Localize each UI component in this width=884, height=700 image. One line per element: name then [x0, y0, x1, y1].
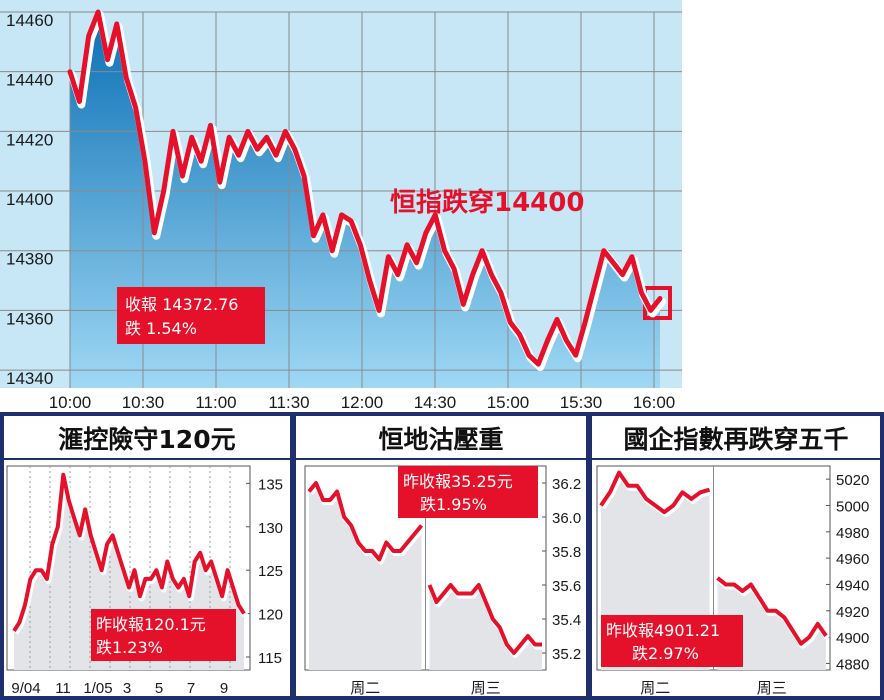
main-y-tick-label: 14440	[6, 71, 53, 90]
panel2-series-line	[427, 583, 542, 655]
main-x-axis-band	[0, 388, 682, 412]
panel-hsbc-y-tick-label: 115	[258, 650, 282, 667]
panel3-y-tick-label: 4940	[836, 577, 869, 594]
panel-hsbc-y-tick-label: 130	[258, 520, 283, 537]
panel2-y-tick-label: 35.2	[552, 646, 581, 663]
main-x-tick-label: 10:30	[122, 393, 165, 412]
panel-hsbc-series-line	[12, 472, 246, 632]
panel2-y-tick-label: 36.2	[552, 476, 581, 493]
panel-hsbc-y-tick-label: 120	[258, 607, 283, 624]
main-y-tick-label: 14340	[6, 369, 53, 388]
panel-hscei: 國企指數再跌穿五千 5020 5000 4980 4960 4940 4920 4900 48…	[592, 416, 880, 697]
main-x-tick-label: 11:30	[268, 393, 309, 412]
main-close-note	[117, 287, 265, 344]
panel2-y-tick-label: 35.8	[552, 544, 581, 561]
panel-hscei-y-ticks: 5020 5000 4980 4960 4940 4920 4900 4880	[836, 472, 869, 673]
panel-hsbc-y-tick-label: 125	[258, 563, 283, 580]
panel2-y-tick-label: 35.4	[552, 612, 581, 629]
panel-henderson-title-bar	[296, 416, 586, 458]
panel-hsbc-x-ticks: 9/04 11 1/05 3 5 7 9	[11, 680, 228, 697]
panel3-y-tick-label: 5020	[836, 472, 869, 489]
panel-hscei-note	[601, 615, 743, 667]
panel-henderson-area	[309, 483, 542, 670]
panel-hsbc-y-tick-label: 135	[258, 476, 283, 493]
panel2-x-tick-label: 周二	[350, 680, 380, 697]
panel-hsbc-x-tick-label: 11	[55, 680, 71, 697]
main-close-note-line1: 收報 14372.76	[125, 295, 238, 314]
panel2-y-tick-label: 35.6	[552, 578, 581, 595]
panel-henderson-title: 恒地沽壓重	[378, 425, 503, 454]
panel-henderson-y-ticks: 36.2 36.0 35.8 35.6 35.4 35.2	[552, 476, 581, 663]
panel-hscei-x-ticks: 周二 周三	[640, 680, 787, 697]
main-y-tick-label: 14420	[6, 130, 53, 149]
main-x-tick-label: 16:00	[633, 393, 676, 412]
main-y-ticks: 14460 14440 14420 14400 14380 14360 14340	[6, 11, 53, 388]
main-y-tick-label: 14460	[6, 11, 53, 30]
panel-henderson-series-lines	[307, 481, 544, 658]
panel3-y-tick-label: 4900	[836, 630, 869, 647]
panel-hsbc-note-line2: 跌1.23%	[96, 638, 163, 657]
panel-henderson-x-ticks: 周二 周三	[350, 680, 501, 697]
main-x-tick-label: 15:00	[487, 393, 530, 412]
panel3-y-tick-label: 4920	[836, 604, 869, 621]
panel3-y-tick-label: 4880	[836, 656, 869, 673]
panel-hsbc-title: 滙控險守120元	[58, 425, 235, 454]
panel-hscei-title: 國企指數再跌穿五千	[623, 425, 848, 454]
panel-hsbc-y-ticks: 135 130 125 120 115	[258, 476, 283, 667]
panel-hscei-note-line1: 昨收報4901.21	[606, 621, 720, 640]
panel-henderson-note	[398, 466, 538, 518]
panel-hsbc-note-line1: 昨收報120.1元	[96, 615, 206, 634]
main-chart: 14460 14440 14420 14400 14380 14360 14340 10:0…	[0, 0, 682, 412]
panel3-x-tick-label: 周三	[757, 680, 787, 697]
panel-hsbc-note	[91, 609, 236, 661]
panel3-y-tick-label: 4980	[836, 525, 869, 542]
panel-hscei-title-bar	[592, 416, 880, 458]
main-x-tick-label: 15:30	[560, 393, 603, 412]
panel-hsbc-x-tick-label: 1/05	[83, 680, 112, 697]
panel-hsbc-x-tick-label: 7	[187, 680, 195, 697]
main-grid	[0, 11, 682, 388]
main-close-note-line2: 跌 1.54%	[125, 319, 197, 338]
panel3-y-tick-label: 4960	[836, 551, 869, 568]
main-y-tick-label: 14380	[6, 250, 53, 269]
main-x-ticks: 10:00 10:30 11:00 11:30 12:00 14:30 15:00 15:30…	[49, 393, 676, 412]
panel3-series-line	[599, 470, 711, 515]
panel-hsbc-title-bar	[4, 416, 290, 458]
panel-hsbc-x-tick-label: 3	[123, 680, 131, 697]
main-x-tick-label: 12:00	[341, 393, 384, 412]
main-series-line	[67, 9, 663, 367]
panel2-y-tick-label: 36.0	[552, 510, 581, 527]
panel-henderson-note-line1: 昨收報35.25元	[403, 472, 513, 491]
panel2-x-tick-label: 周三	[471, 680, 501, 697]
main-headline: 恒指跌穿14400	[390, 187, 584, 218]
main-x-tick-label: 11:00	[195, 393, 236, 412]
main-x-tick-label: 10:00	[49, 393, 92, 412]
main-y-tick-label: 14360	[6, 309, 53, 328]
panel3-x-tick-label: 周二	[640, 680, 670, 697]
panel-henderson: 恒地沽壓重 36.2 36.0 35.8 35.6 35.4 35.2 周二 周三 昨收報3…	[296, 416, 586, 697]
panel2-series-line	[307, 481, 424, 562]
panel3-area-fill	[717, 577, 826, 670]
panel-hsbc-x-tick-label: 9/04	[11, 680, 40, 697]
main-y-tick-label: 14400	[6, 190, 53, 209]
panel-hscei-note-line2: 跌2.97%	[632, 644, 699, 663]
main-x-tick-label: 14:30	[414, 393, 457, 412]
panel3-y-tick-label: 5000	[836, 498, 869, 515]
panel-hscei-series-lines	[599, 470, 830, 649]
panel2-area-fill	[309, 483, 422, 670]
panel2-area-fill	[429, 585, 542, 670]
panel-henderson-note-line2: 跌1.95%	[420, 495, 487, 514]
panel3-series-line	[716, 576, 828, 646]
panel-hsbc-x-tick-label: 9	[220, 680, 228, 697]
panel-hsbc-x-tick-label: 5	[155, 680, 163, 697]
